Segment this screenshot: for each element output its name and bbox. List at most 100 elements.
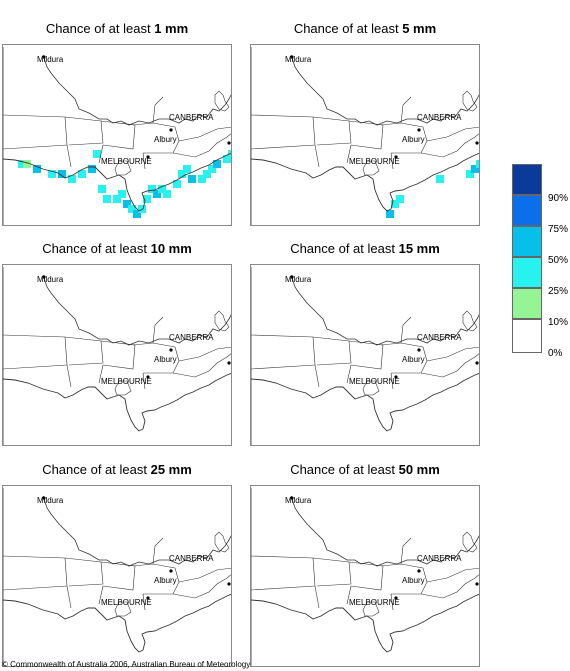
panel-title-prefix: Chance of at least — [290, 462, 399, 477]
district-boundary — [380, 342, 428, 374]
district-boundary — [172, 574, 231, 599]
victoria-map: Mildura CANBERRA Albury MELBOURNE — [2, 44, 232, 226]
probability-cell — [113, 195, 121, 203]
probability-cell — [23, 160, 31, 168]
probability-cell — [103, 195, 111, 203]
city-marker — [227, 361, 231, 365]
district-boundary — [178, 126, 231, 142]
label-melbourne: MELBOURNE — [349, 157, 400, 166]
probability-cell — [128, 205, 136, 213]
act-border — [462, 90, 478, 112]
district-boundary — [98, 585, 104, 605]
probability-cell — [391, 200, 399, 208]
district-boundary — [426, 126, 479, 142]
legend-swatch-3 — [512, 226, 542, 257]
district-boundary — [142, 593, 146, 611]
district-boundary — [172, 133, 231, 158]
city-marker — [290, 55, 294, 59]
map-svg — [3, 267, 231, 445]
district-boundary — [312, 557, 352, 587]
city-marker — [417, 569, 421, 573]
district-boundary — [420, 574, 479, 599]
probability-cell — [93, 150, 101, 158]
probability-cell — [223, 155, 231, 163]
city-marker — [394, 596, 398, 600]
label-albury: Albury — [154, 355, 177, 364]
probability-cell — [118, 190, 126, 198]
city-marker — [475, 361, 479, 365]
probability-cell — [33, 165, 41, 173]
district-boundary — [64, 116, 104, 146]
label-albury: Albury — [402, 576, 425, 585]
map-svg — [251, 267, 479, 445]
probability-cell — [153, 190, 161, 198]
district-boundary — [314, 585, 320, 609]
district-boundary — [420, 353, 479, 378]
label-albury: Albury — [402, 135, 425, 144]
city-marker — [42, 275, 46, 279]
probability-cell — [476, 160, 479, 168]
label-albury: Albury — [402, 355, 425, 364]
act-border — [214, 310, 230, 332]
legend-tick-50: 50% — [548, 255, 569, 266]
district-boundary — [152, 537, 164, 565]
panel-title-amount: 5 mm — [402, 21, 437, 36]
district-boundary — [390, 152, 394, 170]
label-melbourne: MELBOURNE — [101, 598, 152, 607]
district-boundary — [100, 120, 136, 150]
district-boundary — [64, 557, 104, 587]
district-boundary — [114, 601, 132, 617]
panel-title-prefix: Chance of at least — [42, 241, 151, 256]
district-boundary — [178, 346, 231, 362]
panel-title: Chance of at least 50 mm — [250, 461, 480, 479]
city-marker — [227, 582, 231, 586]
district-boundary — [314, 144, 320, 168]
map-svg — [3, 488, 231, 666]
district-boundary — [251, 334, 316, 370]
probability-cell — [123, 200, 131, 208]
district-boundary — [3, 555, 68, 591]
victoria-map: Mildura CANBERRA Albury MELBOURNE — [250, 264, 480, 446]
probability-cell — [158, 185, 166, 193]
city-marker — [394, 155, 398, 159]
city-marker — [169, 569, 173, 573]
city-marker — [417, 348, 421, 352]
probability-cell — [436, 175, 444, 183]
city-marker — [394, 375, 398, 379]
probability-cell — [148, 185, 156, 193]
probability-cell — [183, 165, 191, 173]
district-boundary — [178, 567, 231, 583]
district-boundary — [172, 353, 231, 378]
city-marker — [42, 55, 46, 59]
probability-cell — [471, 165, 479, 173]
district-boundary — [362, 160, 380, 176]
city-marker — [475, 141, 479, 145]
panel-title-amount: 25 mm — [150, 462, 192, 477]
label-canberra: CANBERRA — [417, 333, 462, 342]
district-boundary — [348, 340, 384, 370]
city-marker — [146, 375, 150, 379]
district-boundary — [3, 114, 68, 150]
coastline — [3, 593, 231, 653]
city-marker — [169, 128, 173, 132]
victoria-map: Mildura CANBERRA Albury MELBOURNE — [2, 485, 232, 667]
district-boundary — [390, 372, 394, 390]
probability-cell — [213, 160, 221, 168]
state-border — [290, 274, 479, 346]
district-boundary — [390, 593, 394, 611]
probability-cell — [198, 175, 206, 183]
probability-cell — [208, 165, 216, 173]
state-border — [290, 495, 479, 567]
legend-tick-10: 10% — [548, 317, 569, 328]
probability-cell — [178, 170, 186, 178]
map-svg — [3, 47, 231, 225]
district-boundary — [362, 601, 380, 617]
label-melbourne: MELBOURNE — [101, 157, 152, 166]
district-boundary — [152, 96, 164, 124]
label-mildura: Mildura — [285, 275, 312, 284]
district-boundary — [400, 316, 412, 344]
district-boundary — [380, 122, 428, 154]
district-boundary — [346, 144, 352, 164]
panel-title-prefix: Chance of at least — [42, 462, 151, 477]
panel-title-amount: 1 mm — [154, 21, 189, 36]
